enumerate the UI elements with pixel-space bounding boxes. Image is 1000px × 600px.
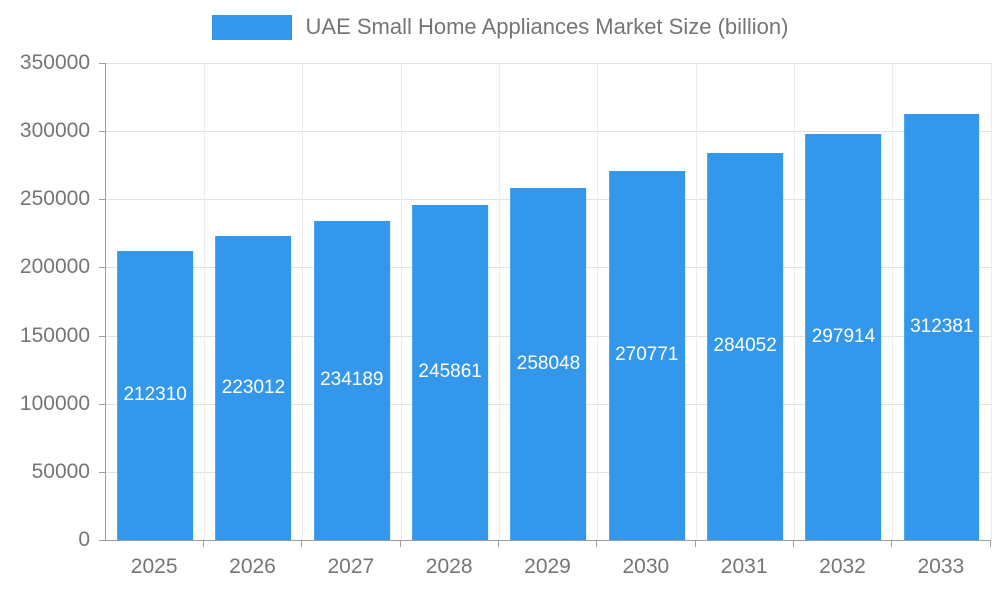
x-axis-tick-label: 2027 xyxy=(327,555,375,578)
y-axis-tick-mark xyxy=(99,63,105,64)
y-axis-tick-label: 50000 xyxy=(31,459,90,483)
y-axis-tick-mark xyxy=(99,199,105,201)
chart-legend: UAE Small Home Appliances Market Size (b… xyxy=(0,14,1000,40)
bar-column: 212310 xyxy=(106,63,204,540)
y-axis-tick-mark xyxy=(99,403,105,405)
y-gridline xyxy=(106,63,991,64)
bar-column: 312381 xyxy=(893,63,991,540)
x-gridline xyxy=(793,63,795,540)
bar-2032[interactable]: 297914 xyxy=(805,134,882,540)
bar-2026[interactable]: 223012 xyxy=(215,236,292,540)
y-axis-tick-label: 200000 xyxy=(19,255,90,279)
x-axis-tick-label: 2031 xyxy=(720,555,768,578)
x-gridline xyxy=(990,63,992,540)
x-axis-tick-label: 2026 xyxy=(229,555,276,578)
bar-2027[interactable]: 234189 xyxy=(313,220,390,540)
bar-value-label: 245861 xyxy=(418,361,482,383)
bar-value-label: 284052 xyxy=(713,335,777,357)
x-axis-tick-label: 2029 xyxy=(524,555,571,578)
x-axis-tick-label: 2028 xyxy=(425,555,473,578)
x-gridline xyxy=(695,63,697,540)
bar-column: 245861 xyxy=(401,63,499,540)
bar-series: 212310 223012 234189 245861 258048 270771 2840… xyxy=(106,63,991,540)
bar-value-label: 297914 xyxy=(811,326,876,347)
x-gridline xyxy=(203,63,205,540)
bar-2028[interactable]: 245861 xyxy=(412,204,488,540)
x-gridline xyxy=(597,63,599,540)
bar-column: 258048 xyxy=(499,63,597,540)
bar-column: 284052 xyxy=(696,63,794,540)
bar-value-label: 223012 xyxy=(221,377,286,399)
y-axis-tick-mark xyxy=(99,267,105,269)
plot-area: 212310 223012 234189 245861 258048 270771 2840… xyxy=(105,63,992,541)
bar-column: 223012 xyxy=(204,63,302,540)
y-gridline xyxy=(106,131,991,133)
x-axis-tick-label: 2033 xyxy=(917,555,965,578)
bar-value-label: 212310 xyxy=(123,384,187,406)
x-axis-tick-label: 2025 xyxy=(130,555,178,578)
bar-2031[interactable]: 284052 xyxy=(707,152,783,540)
bar-column: 234189 xyxy=(303,63,401,540)
bar-2025[interactable]: 212310 xyxy=(117,250,194,540)
bar-value-label: 312381 xyxy=(910,316,974,338)
bar-value-label: 270771 xyxy=(615,344,679,366)
x-gridline xyxy=(302,63,304,540)
x-axis-tick-mark xyxy=(989,541,991,547)
x-axis-tick-label: 2032 xyxy=(819,555,866,578)
bar-2030[interactable]: 270771 xyxy=(608,170,685,540)
y-axis-tick-label: 100000 xyxy=(19,391,90,415)
x-axis-tick-mark xyxy=(399,541,401,547)
y-axis-tick-mark xyxy=(99,471,105,473)
y-axis-tick-label: 250000 xyxy=(19,187,90,211)
x-axis-tick-mark xyxy=(694,541,696,547)
x-axis-tick-mark xyxy=(891,541,893,547)
x-axis-tick-mark xyxy=(202,541,204,547)
chart-title: UAE Small Home Appliances Market Size (b… xyxy=(305,14,789,39)
bar-column: 270771 xyxy=(598,63,696,540)
x-gridline xyxy=(498,63,500,540)
x-axis-tick-mark xyxy=(497,541,499,547)
y-axis-tick-mark xyxy=(99,335,105,337)
x-axis-tick-label: 2030 xyxy=(622,555,670,578)
x-gridline xyxy=(892,63,894,540)
bar-2033[interactable]: 312381 xyxy=(903,114,980,540)
y-axis-tick-label: 0 xyxy=(78,528,90,551)
y-axis-tick-label: 150000 xyxy=(19,323,90,347)
y-axis-tick-label: 350000 xyxy=(19,51,90,74)
y-axis-tick-mark xyxy=(99,540,105,541)
x-axis-tick-mark xyxy=(792,541,794,547)
x-gridline xyxy=(400,63,402,540)
legend-swatch xyxy=(211,14,292,40)
x-axis-tick-mark xyxy=(596,541,598,547)
bar-column: 297914 xyxy=(794,63,892,540)
bar-2029[interactable]: 258048 xyxy=(510,188,587,540)
y-axis-tick-mark xyxy=(99,131,105,133)
bar-value-label: 234189 xyxy=(320,369,384,391)
bar-value-label: 258048 xyxy=(516,353,581,375)
y-axis-tick-label: 300000 xyxy=(19,119,90,143)
x-axis-tick-mark xyxy=(301,541,303,547)
